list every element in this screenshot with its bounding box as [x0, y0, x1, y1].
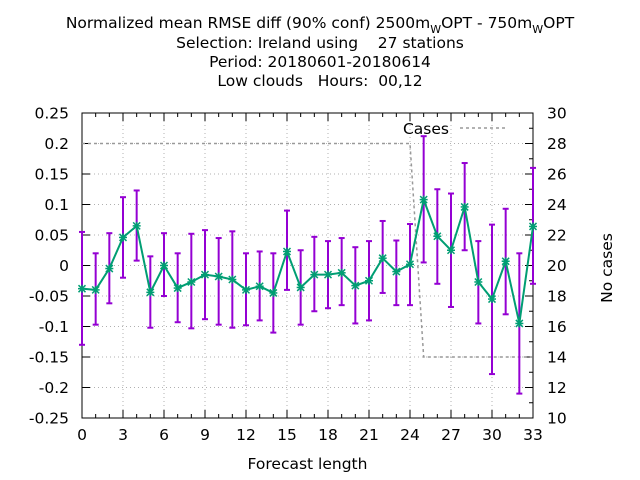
y-tick-label: -0.1 [39, 318, 69, 336]
data-point [91, 285, 100, 294]
y-tick-label: 0.05 [34, 227, 69, 245]
y-tick-label: -0.15 [29, 349, 69, 367]
title-line-1: Normalized mean RMSE diff (90% conf) 250… [65, 14, 575, 36]
y-tick-label: 0.1 [44, 196, 69, 214]
x-tick-label: 15 [277, 426, 297, 444]
data-point [269, 288, 278, 297]
data-point [460, 202, 469, 211]
data-point [228, 275, 237, 284]
data-point [132, 221, 141, 230]
cases-line [82, 142, 533, 358]
y-tick-label: 0 [59, 257, 69, 275]
data-point [187, 277, 196, 287]
data-point [310, 270, 319, 279]
x-tick-label: 27 [441, 426, 461, 444]
x-tick-label: 24 [400, 426, 420, 444]
data-point [515, 319, 524, 328]
y2-tick-label: 10 [547, 410, 567, 428]
x-tick-label: 0 [77, 426, 87, 444]
y2-tick-label: 24 [547, 196, 567, 214]
data-point [214, 272, 223, 281]
y-tick-label: 0.15 [34, 166, 69, 184]
data-point [146, 288, 155, 297]
title-line-3: Period: 20180601-20180614 [209, 53, 431, 71]
y2-tick-label: 12 [547, 379, 567, 397]
title-line-2: Selection: Ireland using 27 stations [176, 34, 464, 52]
data-point [323, 270, 333, 279]
x-tick-label: 12 [236, 426, 256, 444]
y-tick-label: -0.2 [39, 379, 69, 397]
x-tick-label: 18 [318, 426, 338, 444]
legend-label: Cases [403, 120, 449, 138]
chart-title: Normalized mean RMSE diff (90% conf) 250… [0, 14, 640, 91]
data-point [351, 281, 360, 290]
y2-tick-label: 14 [547, 349, 567, 367]
data-point [528, 222, 538, 231]
y2-tick-label: 16 [547, 318, 567, 336]
data-point [446, 246, 456, 255]
data-point [337, 268, 346, 277]
data-point [378, 254, 387, 263]
y2-tick-label: 18 [547, 288, 567, 306]
y2-tick-label: 22 [547, 227, 567, 245]
x-tick-label: 6 [159, 426, 169, 444]
y-tick-label: -0.25 [29, 410, 69, 428]
mean-line [81, 196, 534, 324]
data-point [241, 285, 251, 294]
data-point [296, 283, 305, 292]
data-point [474, 277, 483, 287]
data-point [419, 195, 428, 204]
data-point [405, 260, 415, 269]
data-point [501, 257, 510, 266]
data-point [392, 267, 401, 276]
x-tick-label: 30 [482, 426, 502, 444]
x-tick-label: 21 [359, 426, 379, 444]
y-tick-label: -0.05 [29, 288, 69, 306]
data-point [282, 247, 292, 256]
data-point [364, 276, 374, 285]
data-point [118, 233, 128, 242]
y2-tick-label: 30 [547, 105, 567, 123]
x-tick-label: 9 [200, 426, 210, 444]
data-point [487, 295, 497, 304]
data-point [77, 284, 87, 293]
title-line-4: Low clouds Hours: 00,12 [217, 72, 423, 90]
data-point [105, 264, 114, 273]
data-point [159, 261, 169, 270]
y2-tick-label: 28 [547, 135, 567, 153]
data-point [255, 282, 264, 291]
data-point [173, 284, 182, 293]
x-tick-label: 33 [523, 426, 543, 444]
x-axis-label: Forecast length [247, 455, 368, 473]
y-tick-label: 0.2 [44, 135, 69, 153]
data-point [200, 270, 210, 279]
y2-tick-label: 20 [547, 257, 567, 275]
data-point [433, 232, 442, 241]
y2-tick-label: 26 [547, 166, 567, 184]
y-tick-label: 0.25 [34, 105, 69, 123]
x-tick-label: 3 [118, 426, 128, 444]
